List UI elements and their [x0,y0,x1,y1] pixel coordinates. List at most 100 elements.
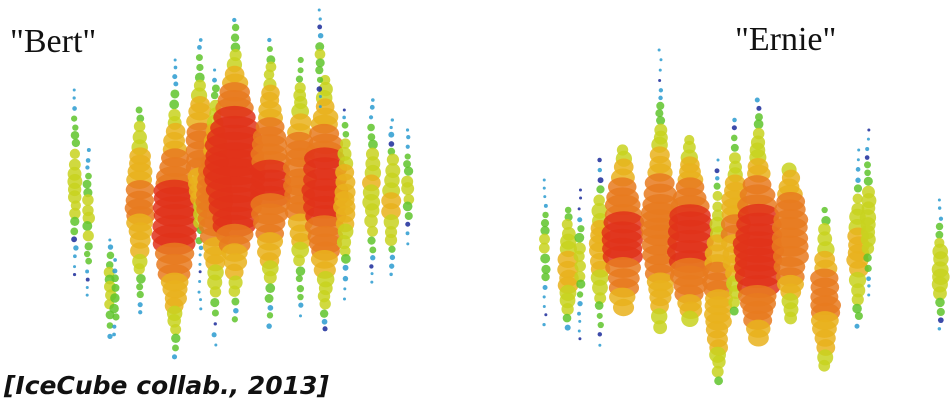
event-label: "Bert" [10,23,96,60]
sensor-bead [299,314,302,317]
sensor-bead [565,325,571,331]
sensor-bead [298,57,304,63]
sensor-bead [543,295,546,298]
sensor-bead [136,283,143,290]
sensor-bead [574,233,584,243]
sensor-bead [854,184,862,192]
sensor-bead [86,294,89,297]
sensor-bead [756,106,761,111]
sensor-bead [172,345,179,352]
sensor-bead [578,320,581,323]
sensor-bead [821,207,827,213]
sensor-bead [405,212,413,220]
sensor-bead [730,306,739,315]
sensor-bead [867,293,870,296]
sensor-bead [576,279,585,288]
sensor-bead [855,324,860,329]
sensor-bead [73,96,76,99]
sensor-bead [565,207,572,214]
sensor-bead [322,319,328,325]
sensor-bead [658,96,662,100]
sensor-bead [138,310,142,314]
sensor-bead [343,298,346,301]
sensor-bead [341,254,351,264]
sensor-bead [543,187,546,190]
sensor-bead [578,330,581,333]
sensor-bead [211,92,218,99]
sensor-bead [199,38,203,42]
sensor-bead [368,133,376,141]
sensor-bead [542,212,548,218]
sensor-bead [169,100,179,110]
sensor-bead [598,332,602,336]
sensor-bead [370,105,375,110]
sensor-bead [406,135,410,139]
sensor-bead [343,131,350,138]
sensor-bead [266,323,271,328]
sensor-bead [210,286,221,297]
sensor-bead [85,242,93,250]
sensor-bead [71,236,77,242]
sensor-bead [658,49,661,52]
sensor-bead [938,317,944,323]
sensor-bead [83,230,94,241]
sensor-bead [403,202,413,212]
sensor-bead [863,254,871,262]
sensor-bead [544,313,547,316]
sensor-bead [540,254,550,264]
sensor-bead [855,312,863,320]
sensor-bead [755,97,760,102]
sensor-bead [343,276,348,281]
sensor-bead [296,275,303,282]
sensor-bead [323,326,328,331]
sensor-bead [72,106,77,111]
sensor-bead [109,304,119,314]
sensor-bead [73,265,76,268]
sensor-bead [317,77,323,83]
sensor-bead [296,266,305,275]
sensor-bead [318,9,321,12]
sensor-bead [73,245,78,250]
sensor-bead [85,165,89,169]
sensor-bead [112,313,119,320]
sensor-bead [596,185,604,193]
sensor-bead [864,161,871,168]
sensor-bead [173,82,178,87]
sensor-bead [199,298,202,301]
sensor-bead [72,139,80,147]
sensor-bead [232,18,236,22]
sensor-bead [170,89,179,98]
sensor-bead [391,118,394,121]
sensor-bead [369,264,373,268]
sensor-bead [293,255,305,267]
sensor-bead [385,234,397,246]
sensor-bead [199,307,202,310]
sensor-bead [543,179,546,182]
sensor-bead [319,17,322,20]
sensor-bead [232,316,238,322]
sensor-bead [198,291,201,294]
sensor-bead [818,360,830,372]
sensor-bead [72,124,78,130]
sensor-bead [574,251,585,262]
sensor-bead [401,182,414,195]
sensor-bead [577,225,584,232]
sensor-bead [212,84,220,92]
sensor-bead [212,332,217,337]
sensor-bead [264,271,277,284]
sensor-bead [728,297,739,308]
sensor-bead [343,109,346,112]
sensor-bead [70,217,79,226]
sensor-bead [563,314,572,323]
sensor-bead [595,301,604,310]
sensor-bead [267,312,273,318]
sensor-bead [213,68,216,71]
beads [67,9,949,386]
sensor-bead [748,329,769,346]
sensor-bead [653,320,667,334]
sensor-bead [317,86,323,92]
sensor-bead [784,312,797,325]
sensor-bead [297,294,303,300]
sensor-bead [85,270,89,274]
sensor-bead [371,98,375,102]
